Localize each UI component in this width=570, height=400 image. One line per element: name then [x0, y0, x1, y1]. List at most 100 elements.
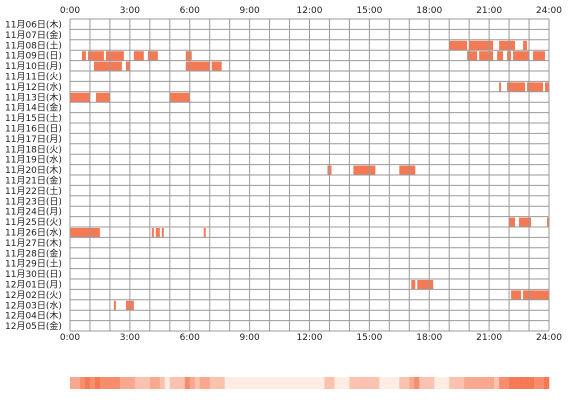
summary-strip-cell: [284, 377, 290, 389]
summary-strip-cell: [334, 377, 340, 389]
row-date-label: 11月28日(金): [5, 247, 62, 259]
activity-bar: [87, 51, 104, 61]
summary-strip-cell: [519, 377, 525, 389]
summary-strip-cell: [509, 377, 515, 389]
x-tick-label: 24:00: [536, 333, 562, 343]
summary-strip-cell: [154, 377, 161, 389]
summary-strip-cell: [134, 377, 141, 389]
row-labels: 11月06日(木)11月07日(金)11月08日(土)11月09日(日)11月1…: [5, 19, 62, 333]
activity-bar: [509, 217, 516, 227]
summary-strip-cell: [499, 377, 505, 389]
summary-strip-cell: [229, 377, 235, 389]
activity-bar: [113, 300, 116, 311]
summary-strip-cell: [404, 377, 410, 389]
activity-bar: [203, 228, 206, 238]
x-tick-label: 18:00: [416, 6, 442, 16]
summary-strip-cell: [189, 377, 196, 389]
summary-strip-cell: [514, 377, 520, 389]
activity-bar: [469, 40, 494, 51]
summary-strip-cell: [449, 377, 455, 389]
summary-strip-cell: [74, 377, 81, 389]
summary-strip-cell: [89, 377, 96, 389]
summary-strip-cell: [389, 377, 395, 389]
summary-strip-cell: [139, 377, 146, 389]
x-tick-label: 9:00: [240, 333, 260, 343]
activity-bar: [497, 51, 504, 61]
summary-strip-cell: [199, 377, 206, 389]
summary-strip-cell: [429, 377, 435, 389]
row-date-label: 12月05日(金): [5, 320, 62, 332]
activity-bar: [513, 51, 530, 61]
activity-bar: [479, 51, 494, 61]
summary-strip-cell: [384, 377, 390, 389]
x-axis-ticks: 0:00 0:00 3:00 3:00 6:00 6:00 9:00 9:00 12:00 12:…: [60, 6, 562, 343]
summary-strip-cell: [444, 377, 450, 389]
row-date-label: 11月24日(月): [5, 207, 62, 218]
activity-bar: [161, 228, 164, 238]
summary-strip-cell: [254, 377, 260, 389]
summary-strip-cell: [204, 377, 211, 389]
summary-strip-cell: [149, 377, 156, 389]
summary-strip-cell: [214, 377, 220, 389]
summary-strip-cell: [434, 377, 440, 389]
summary-strip-cell: [339, 377, 345, 389]
x-tick-label: 6:00: [180, 333, 200, 343]
summary-strip-cell: [344, 377, 350, 389]
row-date-label: 11月15日(土): [5, 112, 62, 124]
row-date-label: 11月21日(金): [5, 175, 62, 187]
row-date-label: 11月17日(月): [5, 134, 62, 145]
summary-strip-cell: [329, 377, 335, 389]
row-date-label: 11月19日(水): [5, 154, 62, 166]
activity-bar: [81, 51, 86, 61]
summary-strip-cell: [359, 377, 365, 389]
summary-strip-cell: [279, 377, 285, 389]
summary-strip: [70, 377, 550, 389]
summary-strip-cell: [249, 377, 255, 389]
summary-strip-cell: [274, 377, 280, 389]
summary-strip-cell: [534, 377, 540, 389]
row-date-label: 11月16日(日): [5, 124, 62, 135]
row-date-label: 12月01日(月): [5, 280, 62, 291]
row-date-label: 11月25日(火): [5, 217, 62, 228]
row-date-label: 11月13日(木): [5, 91, 62, 103]
activity-bar: [519, 217, 532, 227]
row-date-label: 11月18日(火): [5, 144, 62, 155]
activity-bar: [399, 165, 416, 175]
summary-strip-cell: [474, 377, 480, 389]
x-tick-label: 12:00: [297, 6, 323, 16]
activity-bar: [125, 61, 130, 71]
row-date-label: 11月20日(木): [5, 164, 62, 176]
summary-strip-cell: [239, 377, 245, 389]
activity-bar: [411, 280, 416, 290]
summary-strip-cell: [109, 377, 116, 389]
activity-bar: [185, 51, 192, 61]
summary-strip-cell: [304, 377, 310, 389]
row-date-label: 11月22日(土): [5, 185, 62, 197]
activity-bar: [70, 92, 90, 103]
row-date-label: 11月29日(土): [5, 258, 62, 270]
summary-strip-cell: [99, 377, 106, 389]
row-date-label: 11月26日(水): [5, 227, 62, 239]
summary-strip-cell: [394, 377, 400, 389]
activity-bar: [507, 82, 526, 92]
activity-bar: [169, 92, 190, 103]
summary-strip-cell: [244, 377, 250, 389]
summary-strip-cell: [524, 377, 530, 389]
summary-strip-cell: [484, 377, 490, 389]
x-tick-label: 15:00: [356, 333, 382, 343]
summary-strip-cell: [489, 377, 495, 389]
x-tick-label: 18:00: [416, 333, 442, 343]
summary-strip-cell: [70, 377, 76, 389]
summary-strip-cell: [259, 377, 265, 389]
row-date-label: 11月30日(日): [5, 269, 62, 280]
summary-strip-cell: [539, 377, 545, 389]
summary-strip-cell: [424, 377, 430, 389]
summary-strip-cell: [354, 377, 360, 389]
grid-layer: [69, 18, 550, 332]
row-date-label: 11月10日(月): [5, 61, 62, 72]
activity-bar: [185, 61, 210, 71]
summary-strip-cell: [324, 377, 330, 389]
activity-bar: [105, 51, 124, 61]
x-tick-label: 0:00: [60, 333, 80, 343]
